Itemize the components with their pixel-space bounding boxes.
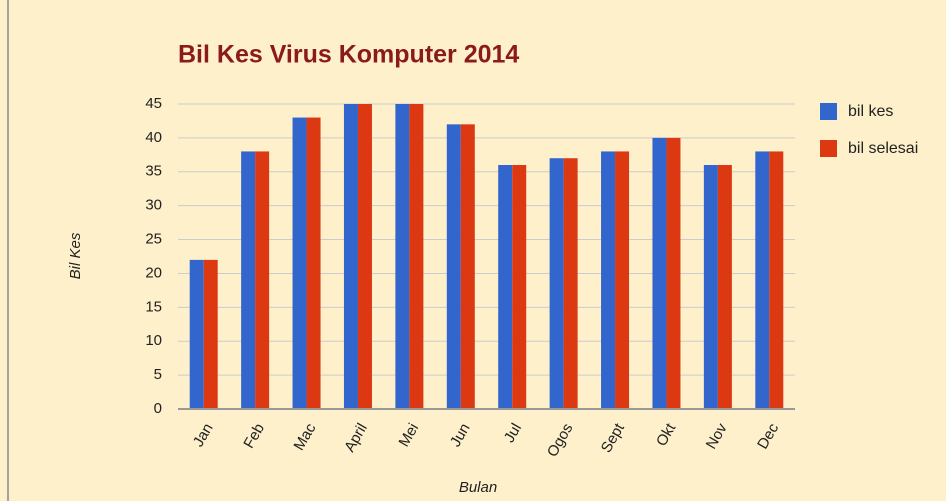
bar (769, 151, 784, 409)
y-tick-label: 25 (145, 231, 162, 248)
bar (703, 165, 718, 409)
x-tick-label: Mei (395, 420, 422, 449)
bar (357, 104, 372, 409)
y-tick-label: 20 (145, 264, 162, 281)
x-tick-label: Nov (703, 420, 731, 452)
y-tick-label: 30 (145, 197, 162, 214)
bar (601, 151, 616, 409)
bar (512, 165, 527, 409)
y-tick-label: 35 (145, 163, 162, 180)
y-tick-label: 15 (145, 298, 162, 315)
legend-label: bil selesai (848, 140, 919, 157)
bar (203, 259, 218, 409)
x-tick-label: Jun (447, 420, 474, 449)
bar (409, 104, 424, 409)
legend-label: bil kes (848, 103, 894, 120)
y-axis-title: Bil Kes (67, 232, 84, 279)
bar (446, 124, 461, 409)
bar (666, 137, 681, 409)
bar (563, 158, 578, 409)
legend-swatch (820, 140, 837, 157)
x-tick-label: Dec (754, 420, 782, 452)
bar (189, 259, 204, 409)
x-tick-label: April (341, 420, 371, 454)
bar (498, 165, 513, 409)
x-tick-label: Feb (240, 420, 268, 451)
bar (343, 104, 358, 409)
bar (652, 137, 667, 409)
x-tick-label: Jul (501, 420, 525, 445)
x-tick-label: Mac (291, 420, 320, 453)
x-tick-label: Okt (653, 420, 680, 449)
x-tick-label: Sept (598, 420, 629, 456)
bar (755, 151, 770, 409)
bar (615, 151, 630, 409)
bar (395, 104, 410, 409)
chart-title: Bil Kes Virus Komputer 2014 (178, 41, 519, 69)
bar (717, 165, 732, 409)
x-tick-label: Ogos (544, 420, 577, 460)
bar (549, 158, 564, 409)
legend-swatch (820, 103, 837, 120)
y-tick-label: 45 (145, 95, 162, 112)
bar (460, 124, 475, 409)
bar (241, 151, 256, 409)
y-tick-label: 5 (154, 366, 162, 383)
bar (255, 151, 270, 409)
y-tick-label: 0 (154, 400, 162, 417)
x-tick-label: Jan (190, 420, 217, 449)
x-axis-title: Bulan (459, 479, 497, 496)
y-tick-label: 40 (145, 129, 162, 146)
bar (292, 117, 307, 410)
bar (306, 117, 321, 410)
y-tick-label: 10 (145, 332, 162, 349)
